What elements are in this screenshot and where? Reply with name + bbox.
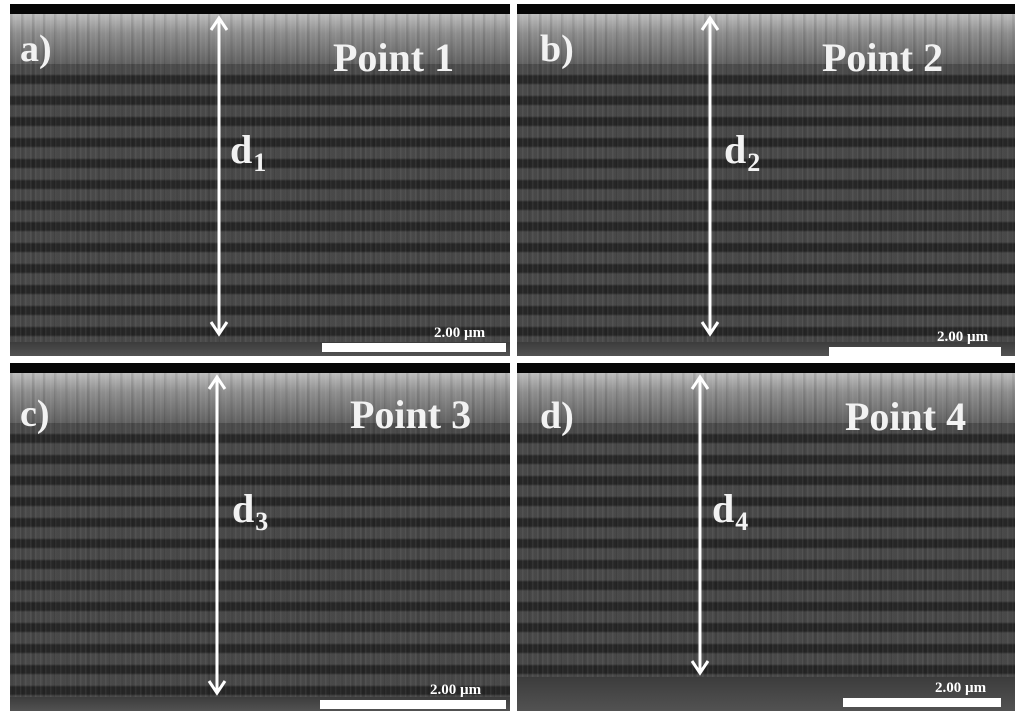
thickness-symbol: d bbox=[724, 127, 747, 172]
multilayer-stack bbox=[517, 64, 1015, 356]
panel-a: a) Point 1 d1 2.00 µm bbox=[10, 4, 510, 356]
thickness-label: d4 bbox=[712, 489, 748, 535]
panel-title: Point 2 bbox=[822, 35, 944, 80]
thickness-arrow-icon bbox=[207, 374, 227, 696]
scale-bar bbox=[322, 343, 506, 352]
scale-bar bbox=[829, 347, 1001, 356]
thickness-arrow-icon bbox=[209, 15, 229, 337]
thickness-symbol: d bbox=[712, 486, 735, 531]
thickness-arrow-icon bbox=[690, 374, 710, 676]
thickness-subscript: 3 bbox=[255, 507, 269, 536]
panel-letter: a) bbox=[20, 28, 52, 70]
panel-top-edge bbox=[517, 4, 1015, 14]
thickness-label: d3 bbox=[232, 489, 268, 535]
panel-title: Point 3 bbox=[350, 392, 472, 437]
panel-top-edge bbox=[10, 4, 510, 14]
panel-top-edge bbox=[10, 363, 510, 373]
thickness-symbol: d bbox=[232, 486, 255, 531]
thickness-subscript: 4 bbox=[735, 507, 749, 536]
thickness-symbol: d bbox=[230, 127, 253, 172]
panel-b: b) Point 2 d2 2.00 µm bbox=[517, 4, 1015, 356]
scale-label: 2.00 µm bbox=[430, 682, 482, 698]
texture bbox=[517, 14, 1015, 356]
multilayer-stack bbox=[517, 423, 1015, 711]
panel-c: c) Point 3 d3 2.00 µm bbox=[10, 363, 510, 711]
multilayer-stack bbox=[10, 64, 510, 356]
thickness-label: d2 bbox=[724, 130, 760, 176]
thickness-label: d1 bbox=[230, 130, 266, 176]
panel-title: Point 4 bbox=[845, 394, 967, 439]
thickness-subscript: 2 bbox=[747, 148, 761, 177]
panel-d: d) Point 4 d4 2.00 µm bbox=[517, 363, 1015, 711]
thickness-arrow-icon bbox=[700, 15, 720, 337]
texture bbox=[10, 373, 510, 711]
texture bbox=[10, 14, 510, 356]
texture bbox=[517, 373, 1015, 711]
panel-title: Point 1 bbox=[333, 35, 455, 80]
panel-top-edge bbox=[517, 363, 1015, 373]
panel-letter: b) bbox=[540, 28, 574, 70]
multilayer-stack bbox=[10, 423, 510, 711]
panel-letter: c) bbox=[20, 393, 50, 435]
thickness-subscript: 1 bbox=[253, 148, 267, 177]
scale-label: 2.00 µm bbox=[434, 325, 486, 341]
scale-label: 2.00 µm bbox=[935, 680, 987, 696]
scale-label: 2.00 µm bbox=[937, 329, 989, 345]
scale-bar bbox=[320, 700, 506, 709]
panel-letter: d) bbox=[540, 395, 574, 437]
scale-bar bbox=[843, 698, 1001, 707]
